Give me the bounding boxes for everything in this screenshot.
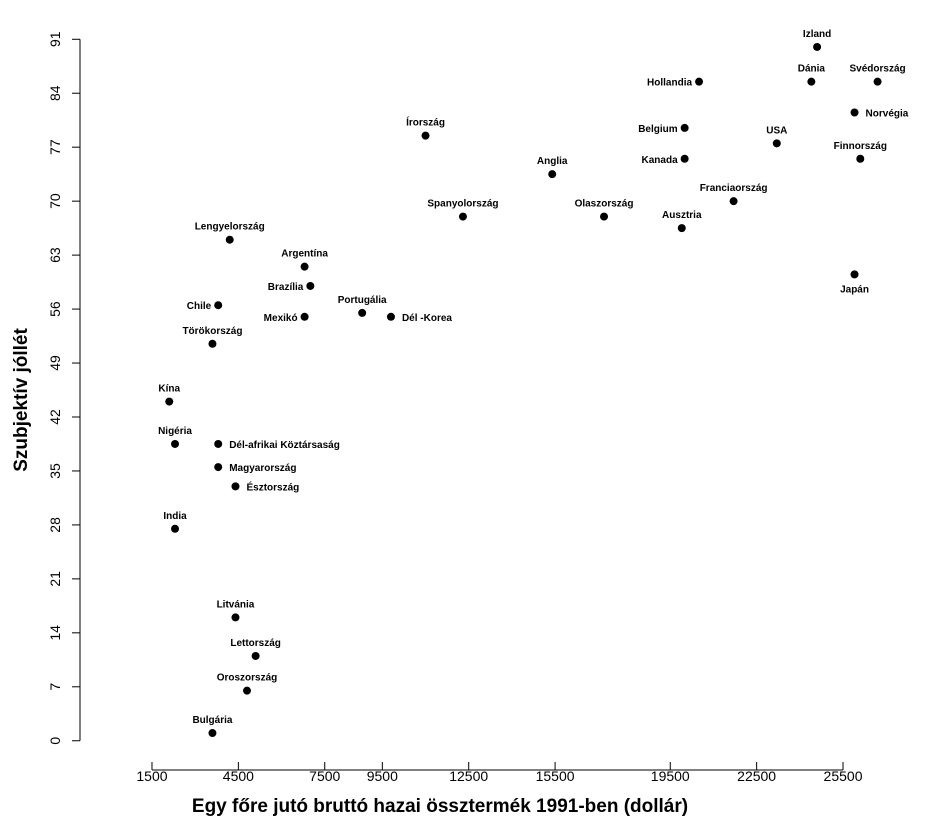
data-point [695,77,704,86]
point-label: Anglia [537,156,568,167]
point-label: Franciaország [700,183,768,194]
x-tick-label: 12500 [449,768,488,784]
point-label: Portugália [338,295,387,306]
x-tick-label: 1500 [136,768,167,784]
point-label: Dánia [798,64,826,75]
point-label: Írország [406,116,445,129]
x-tick-label: 25500 [824,768,863,784]
data-point [306,281,315,290]
point-label: Olaszország [575,199,634,210]
data-point [850,270,859,279]
x-tick-label: 15500 [536,768,575,784]
data-point [856,154,865,163]
point-label: Dél-afrikai Köztársaság [229,440,340,451]
point-label: Lettország [230,638,281,649]
y-tick-label: 91 [47,31,63,47]
data-point [251,651,260,660]
data-point [458,212,467,221]
point-label: Kína [158,384,180,395]
data-point [600,212,609,221]
data-point [548,170,557,179]
point-label: Finnország [834,141,887,152]
x-tick-label: 7500 [309,768,340,784]
data-point [729,197,738,206]
data-point [214,301,223,310]
point-label: Belgium [638,124,678,135]
point-label: Brazília [268,282,304,293]
point-label: India [163,511,187,522]
data-point [772,139,781,148]
point-label: Hollandia [647,78,692,89]
data-point [171,439,180,448]
y-tick-label: 70 [47,193,63,209]
data-point [231,613,240,622]
data-point [165,397,174,406]
data-point [231,482,240,491]
data-point [850,108,859,117]
data-point [243,686,251,695]
point-label: Nigéria [158,426,192,437]
y-tick-label: 63 [47,247,63,263]
data-point [208,729,217,738]
data-point [214,439,223,448]
y-axis-label: Szubjektív jóllét [11,328,32,472]
point-label: Spanyolország [427,199,498,210]
data-point [358,308,367,317]
x-tick-label: 4500 [223,768,254,784]
x-tick-label: 22500 [737,768,776,784]
data-point [680,123,689,132]
y-tick-label: 56 [47,301,63,317]
point-label: Lengyelország [195,222,265,233]
y-axis: 0 7 14 21 28 35 42 49 56 63 70 77 84 91 [47,31,81,745]
point-label: Argentína [281,249,328,260]
data-point [873,77,882,86]
point-label: Magyarország [229,463,296,474]
y-tick-label: 21 [47,571,63,587]
point-label: Izland [803,29,831,40]
point-label: Törökország [182,326,242,337]
y-tick-label: 84 [47,85,63,101]
y-tick-label: 42 [47,409,63,425]
data-points: Izland Svédország Dánia Hollandia Norvégia Be… [158,29,909,738]
data-point [171,524,180,533]
data-point [813,42,822,51]
data-point [300,312,309,321]
point-label: Svédország [849,64,905,75]
point-label: Ausztria [662,210,702,221]
x-tick-label: 19500 [651,768,690,784]
point-label: Észtország [246,480,299,493]
y-tick-label: 0 [47,737,63,745]
point-label: Bulgária [192,715,232,726]
data-point [421,131,430,140]
x-tick-label: 9500 [367,768,398,784]
data-point [386,312,395,321]
data-point [680,154,689,163]
y-tick-label: 14 [47,625,63,641]
y-tick-label: 77 [47,139,63,155]
y-tick-label: 28 [47,517,63,533]
point-label: Litvánia [217,599,255,610]
point-label: Mexikó [264,313,298,324]
point-label: Kanada [642,155,679,166]
y-tick-label: 49 [47,355,63,371]
data-point [208,339,217,348]
data-point [225,235,234,244]
data-point [677,224,686,233]
point-label: Chile [187,301,212,312]
point-label: Norvégia [866,109,909,120]
data-point [300,262,309,271]
point-label: Oroszország [217,673,278,684]
data-point [214,463,223,472]
point-label: Japán [840,284,869,295]
point-label: USA [766,125,787,136]
x-axis-label: Egy főre jutó bruttó hazai össztermék 19… [192,796,688,817]
point-label: Dél -Korea [402,313,452,324]
x-axis: 1500 4500 7500 9500 12500 15500 19500 22500 2550… [136,762,863,784]
data-point [807,77,816,86]
y-tick-label: 35 [47,463,63,479]
y-tick-label: 7 [47,683,63,691]
